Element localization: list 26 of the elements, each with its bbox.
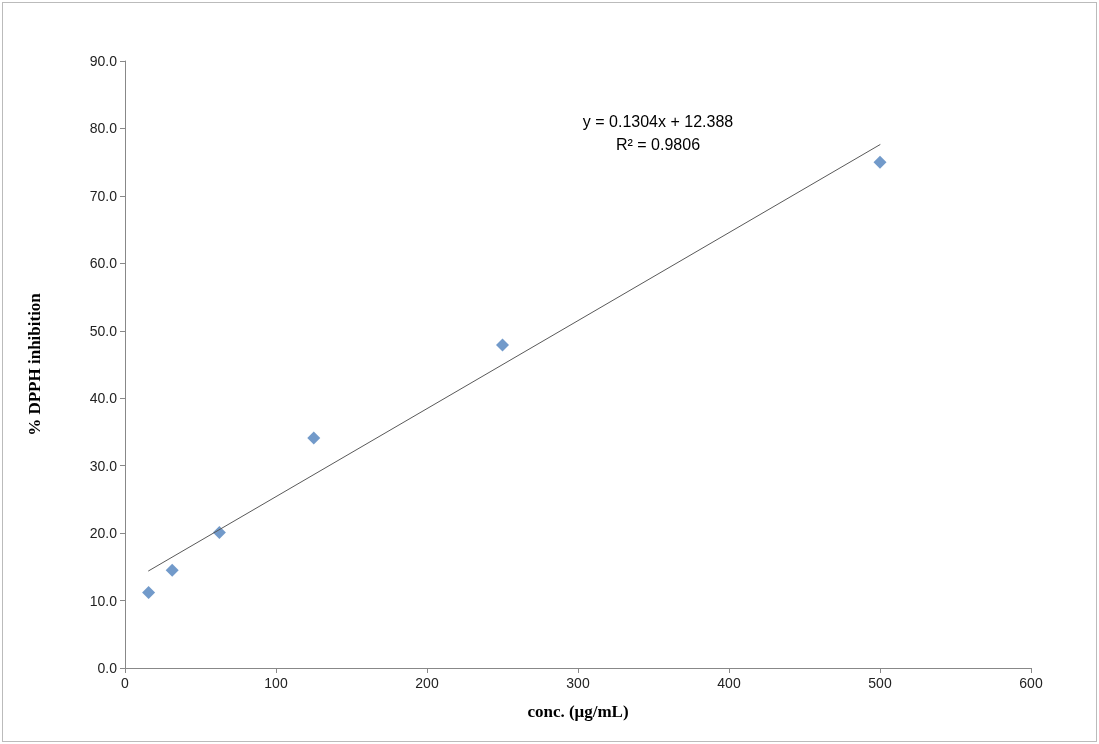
y-tick-label: 0.0 — [97, 660, 118, 676]
x-tick-label: 500 — [868, 675, 892, 691]
point — [496, 338, 509, 352]
y-axis-title: % DPPH inhibition — [25, 292, 44, 436]
point — [307, 431, 321, 445]
x-tick-label: 200 — [415, 675, 439, 691]
y-tick-label: 50.0 — [89, 322, 118, 339]
y-tick-label: 30.0 — [89, 457, 118, 474]
y-tick-label: 10.0 — [89, 592, 118, 609]
point — [142, 585, 156, 599]
x-tick-label: 100 — [264, 675, 288, 691]
y-tick-label: 70.0 — [89, 187, 118, 204]
point — [873, 155, 887, 169]
y-tick-label: 80.0 — [89, 120, 118, 137]
x-tick-label: 600 — [1019, 675, 1043, 691]
x-tick-label: 400 — [717, 675, 741, 691]
point — [165, 563, 179, 577]
y-tick-label: 90.0 — [89, 53, 118, 69]
x-axis-title: conc. (μg/mL) — [527, 702, 629, 721]
y-tick-label: 20.0 — [89, 525, 118, 542]
y-tick-label: 60.0 — [89, 255, 118, 272]
y-tick-label: 40.0 — [89, 390, 118, 407]
x-tick-label: 300 — [566, 675, 590, 691]
x-tick-label: 0 — [121, 675, 130, 691]
annotation: R² = 0.9806 — [615, 135, 701, 153]
annotation: y = 0.1304x + 12.388 — [582, 112, 734, 130]
